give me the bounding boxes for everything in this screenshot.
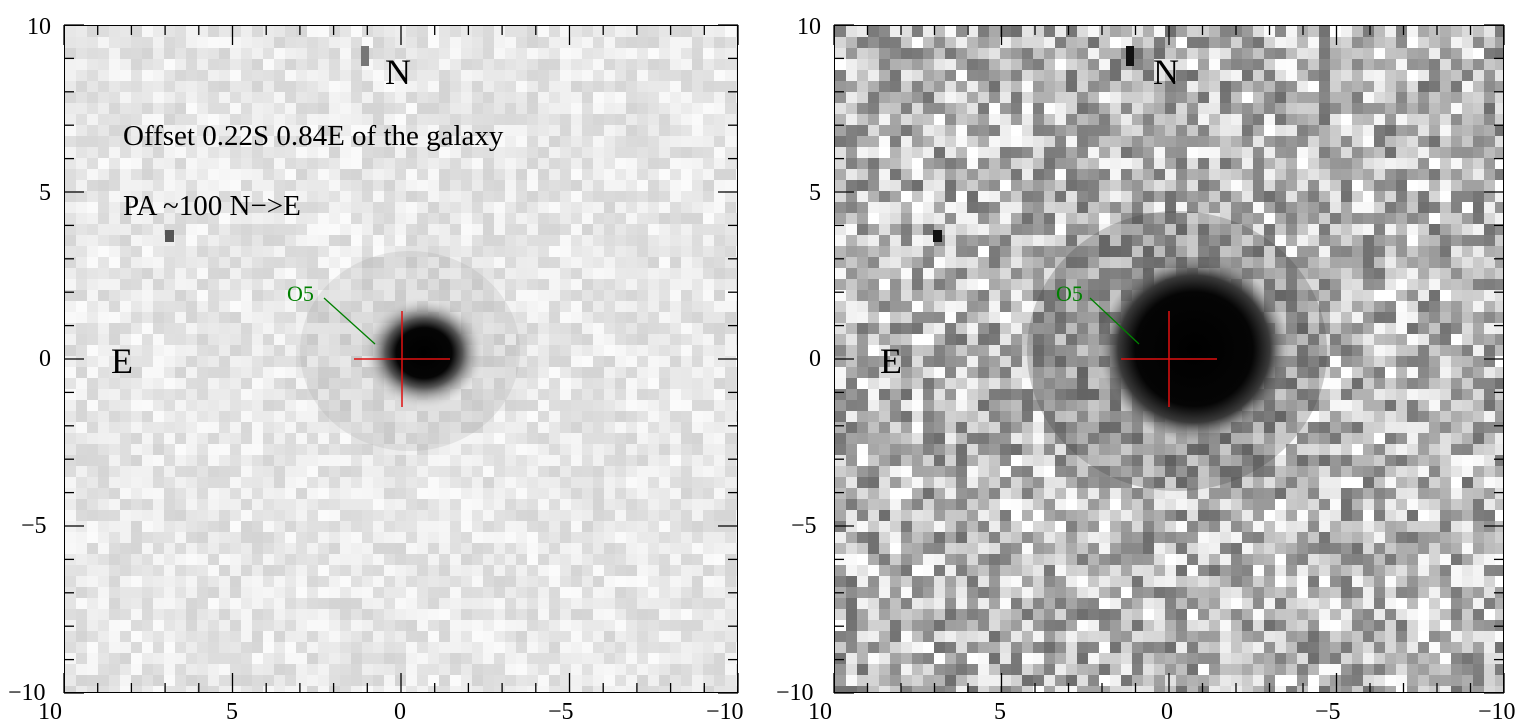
left-ytick-0: 0 [39, 346, 51, 372]
right-xtick-0: 0 [1161, 699, 1173, 725]
left-ytick-10: 10 [27, 14, 51, 40]
left-xtick-minus5: −5 [548, 699, 574, 725]
right-north-label: N [1153, 52, 1179, 92]
left-image-frame [64, 25, 738, 693]
right-sky-image [835, 26, 1503, 692]
right-xtick-minus5: −5 [1315, 699, 1341, 725]
galaxy-core [362, 297, 486, 409]
right-east-label: E [880, 341, 902, 381]
left-ytick-minus5: −5 [21, 513, 47, 539]
right-ytick-minus5: −5 [791, 513, 817, 539]
faint-star-north [1126, 46, 1134, 66]
right-ytick-minus10: −10 [776, 680, 814, 706]
left-ytick-5: 5 [39, 180, 51, 206]
galaxy-core [1099, 257, 1289, 441]
right-xtick-5: 5 [994, 699, 1006, 725]
left-offset-label: Offset 0.22S 0.84E of the galaxy [123, 120, 504, 152]
left-o5-label: O5 [287, 281, 314, 306]
o5-leader-line [323, 297, 376, 345]
right-image-frame [834, 25, 1504, 693]
right-o5-label: O5 [1056, 281, 1083, 306]
left-xtick-10: 10 [38, 699, 62, 725]
right-xtick-minus10: −10 [1478, 699, 1516, 725]
right-ytick-10: 10 [797, 14, 821, 40]
right-ytick-0: 0 [809, 346, 821, 372]
right-xtick-10: 10 [808, 699, 832, 725]
faint-star-north [361, 46, 369, 66]
left-east-label: E [111, 341, 133, 381]
right-ytick-5: 5 [809, 180, 821, 206]
left-xtick-0: 0 [394, 699, 406, 725]
left-north-label: N [385, 52, 411, 92]
left-ytick-minus10: −10 [8, 680, 46, 706]
left-xtick-5: 5 [226, 699, 238, 725]
faint-star [933, 230, 942, 242]
noise-layer [65, 26, 737, 692]
o5-leader-line [1089, 297, 1140, 345]
left-sky-image [65, 26, 737, 692]
left-pa-label: PA ~100 N−>E [123, 190, 301, 222]
faint-star [165, 230, 174, 242]
left-xtick-minus10: −10 [706, 699, 744, 725]
